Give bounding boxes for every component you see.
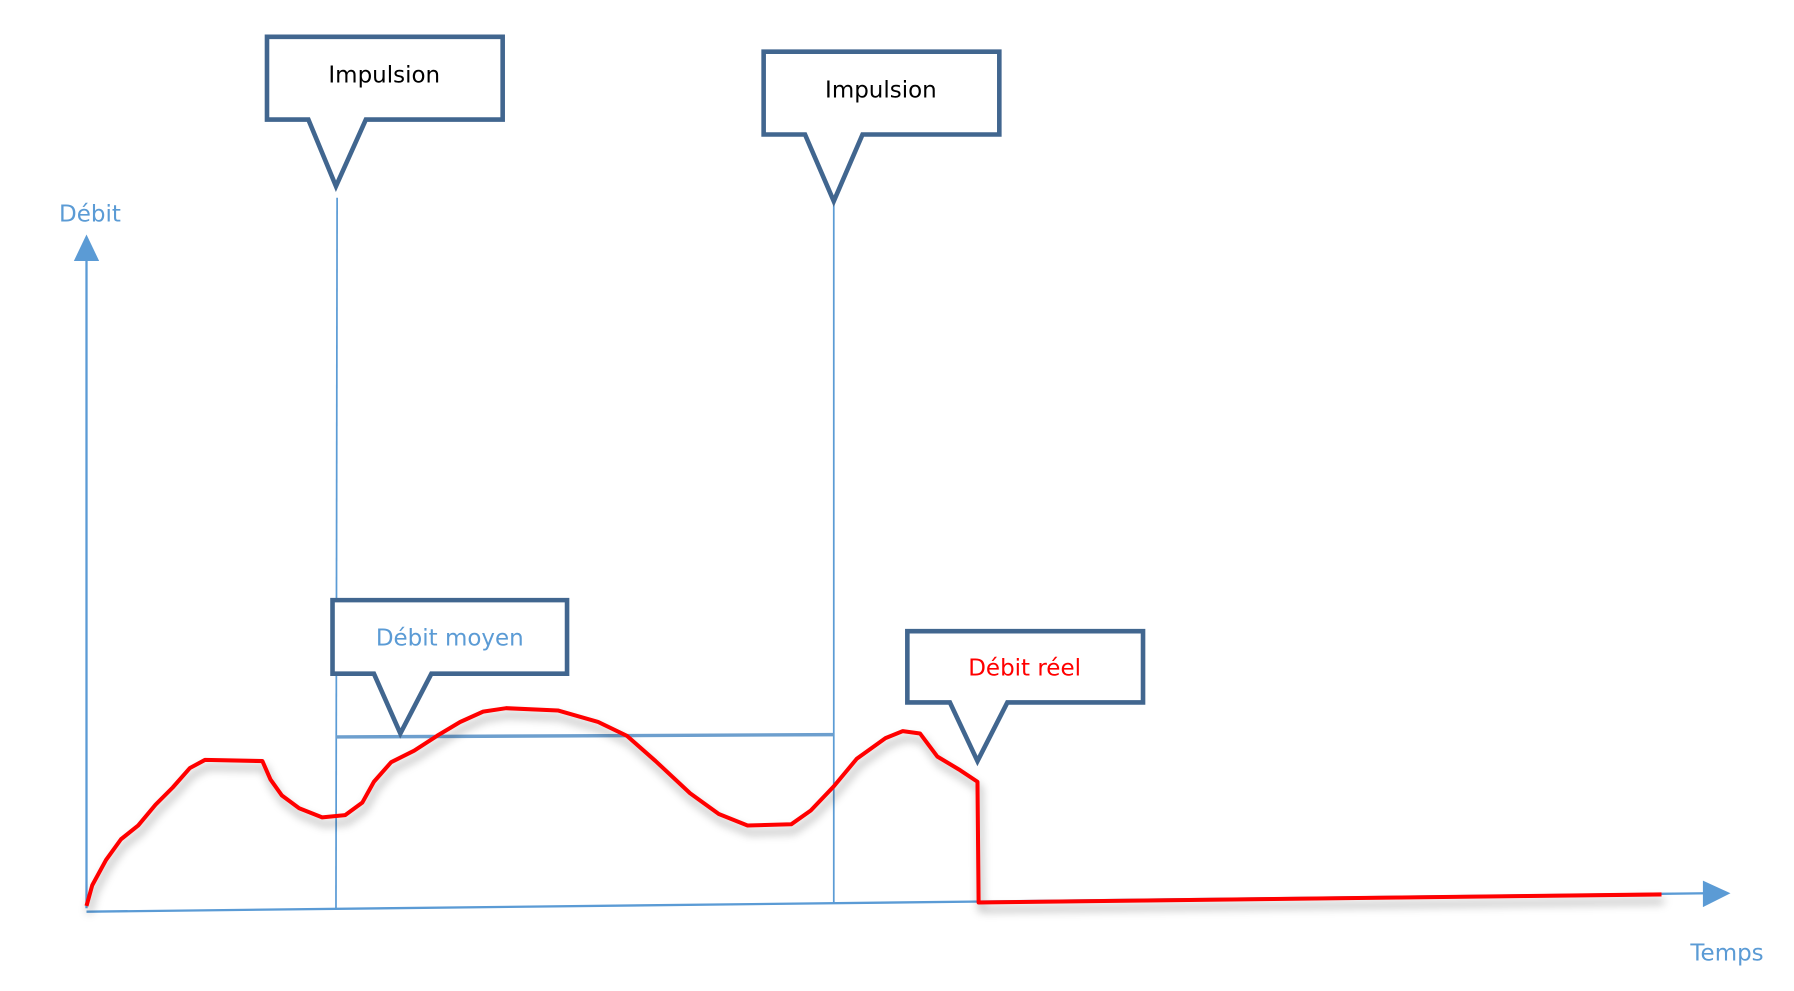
- callout-label: Débit moyen: [376, 626, 524, 652]
- callout-label: Impulsion: [825, 77, 937, 103]
- x-axis-label: Temps: [1689, 941, 1763, 967]
- callout-label: Débit réel: [968, 656, 1081, 682]
- impulse-line: [335, 197, 338, 909]
- callout-box: [330, 597, 570, 739]
- callout-box: [905, 628, 1146, 767]
- real-flow-curve: [84, 706, 1662, 907]
- callout-box: [761, 49, 1002, 207]
- callout-label: Impulsion: [328, 62, 440, 88]
- x-axis-arrow: [1702, 880, 1731, 908]
- average-line: [335, 732, 834, 739]
- y-axis-label: Débit: [59, 201, 121, 227]
- y-axis-arrow: [73, 234, 100, 261]
- callout-box: [264, 34, 505, 193]
